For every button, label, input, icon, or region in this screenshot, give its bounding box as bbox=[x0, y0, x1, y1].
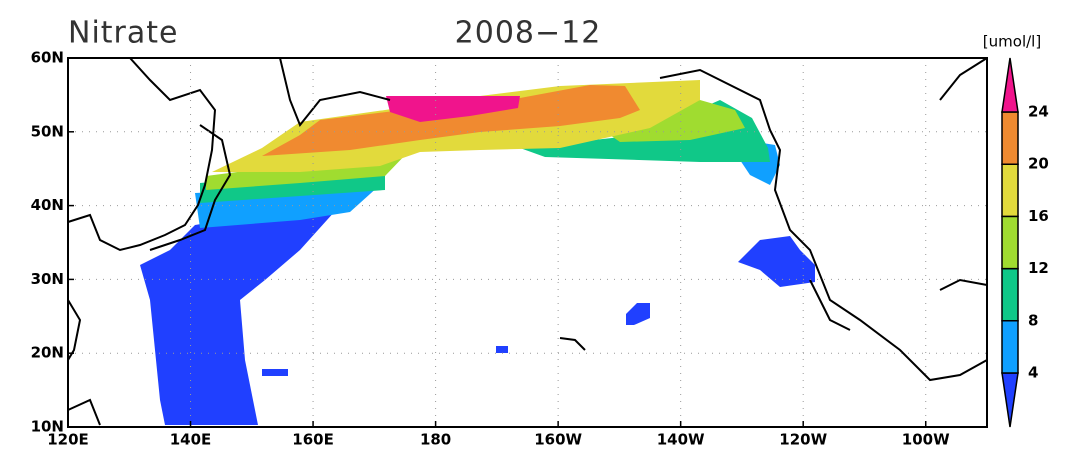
field-region bbox=[496, 346, 508, 353]
x-tick-label: 140E bbox=[170, 431, 212, 449]
colorbar-label: 4 bbox=[1028, 364, 1038, 382]
date: 2008−12 bbox=[455, 16, 602, 51]
x-tick-label: 120E bbox=[47, 431, 89, 449]
x-tick-label: 180 bbox=[420, 431, 451, 449]
y-tick-label: 10N bbox=[31, 418, 64, 436]
colorbar-label: 16 bbox=[1028, 207, 1049, 225]
y-tick-label: 60N bbox=[31, 49, 64, 67]
colorbar-swatch bbox=[1001, 267, 1019, 322]
field-region bbox=[262, 369, 288, 376]
colorbar-swatch bbox=[1001, 372, 1019, 428]
colorbar-label: 20 bbox=[1028, 155, 1049, 173]
x-tick-label: 120W bbox=[779, 431, 827, 449]
colorbar-label: 12 bbox=[1028, 259, 1049, 277]
field-region bbox=[600, 100, 745, 142]
colorbar-label: 8 bbox=[1028, 311, 1038, 329]
field-region bbox=[262, 85, 640, 156]
x-tick-label: 160W bbox=[534, 431, 582, 449]
colorbar-swatch bbox=[1001, 57, 1019, 113]
title: Nitrate bbox=[68, 16, 178, 51]
map-frame bbox=[67, 57, 988, 428]
field-region bbox=[738, 236, 815, 287]
x-tick-label: 140W bbox=[657, 431, 705, 449]
units: [umol/l] bbox=[983, 33, 1041, 51]
colorbar-swatch bbox=[1001, 215, 1019, 270]
colorbar-swatch bbox=[1001, 111, 1019, 165]
nitrate-field bbox=[140, 80, 815, 425]
y-tick-label: 20N bbox=[31, 344, 64, 362]
field-region bbox=[626, 303, 650, 325]
y-tick-label: 40N bbox=[31, 196, 64, 214]
colorbar-swatch bbox=[1001, 320, 1019, 374]
x-tick-label: 160E bbox=[292, 431, 334, 449]
colorbar-swatch bbox=[1001, 163, 1019, 218]
field-region bbox=[140, 200, 345, 425]
y-tick-label: 50N bbox=[31, 122, 64, 140]
y-tick-label: 30N bbox=[31, 270, 64, 288]
colorbar-label: 24 bbox=[1028, 103, 1049, 121]
x-tick-label: 100W bbox=[902, 431, 950, 449]
coastline bbox=[67, 57, 988, 426]
field-region bbox=[386, 96, 520, 122]
